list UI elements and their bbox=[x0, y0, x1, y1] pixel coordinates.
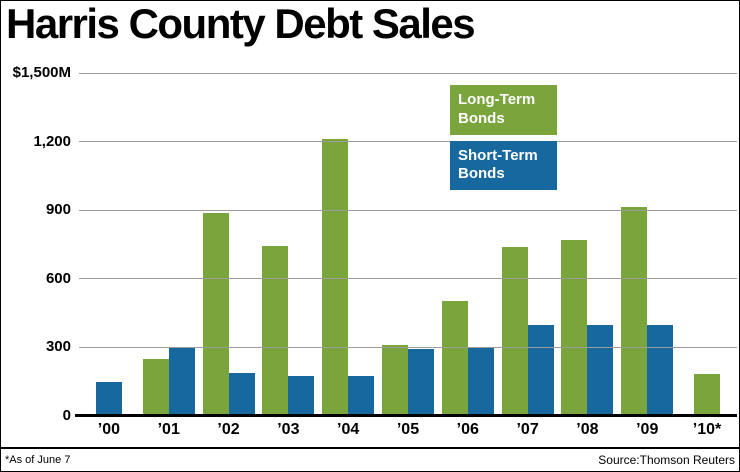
x-tick-label-04: ’04 bbox=[337, 421, 360, 438]
bar-short-term-08 bbox=[587, 324, 614, 416]
footer: *As of June 7 Source:Thomson Reuters bbox=[1, 447, 739, 471]
bar-group-10* bbox=[677, 73, 737, 416]
y-tick-label-600: 600 bbox=[45, 269, 71, 287]
bar-group-04 bbox=[318, 73, 378, 416]
legend-item-short-term-bonds: Short-Term Bonds bbox=[450, 140, 557, 190]
legend-item-long-term-bonds: Long-Term Bonds bbox=[450, 85, 557, 135]
bar-short-term-02 bbox=[228, 372, 255, 416]
y-tick-label-300: 300 bbox=[45, 338, 71, 356]
x-tick-label-01: ’01 bbox=[157, 421, 180, 438]
bar-short-term-03 bbox=[288, 375, 315, 416]
bar-long-term-06 bbox=[441, 300, 468, 416]
bar-short-term-04 bbox=[348, 375, 375, 416]
bar-long-term-09 bbox=[621, 206, 648, 416]
x-tick-label-05: ’05 bbox=[396, 421, 420, 438]
x-tick-label-09: ’09 bbox=[636, 421, 659, 438]
bar-group-06 bbox=[438, 73, 498, 416]
y-tick-label-0: 0 bbox=[62, 407, 71, 424]
bar-group-03 bbox=[258, 73, 318, 416]
bar-short-term-00 bbox=[95, 381, 122, 416]
bar-long-term-02 bbox=[202, 212, 229, 416]
bar-group-08 bbox=[558, 73, 618, 416]
gridline-600 bbox=[79, 278, 737, 280]
bar-long-term-01 bbox=[142, 358, 169, 416]
gridline-300 bbox=[79, 346, 737, 348]
legend: Long-Term Bonds Short-Term Bonds bbox=[450, 85, 557, 196]
gridline-1200 bbox=[79, 141, 737, 143]
plot-area bbox=[79, 72, 737, 416]
x-tick-label-10*: ’10* bbox=[692, 421, 722, 438]
bar-group-07 bbox=[498, 73, 558, 416]
bar-long-term-08 bbox=[561, 239, 588, 416]
y-axis-labels: 0 300 600 900 1,200 $1,500M bbox=[1, 64, 71, 424]
x-tick-label-03: ’03 bbox=[277, 421, 300, 438]
x-tick-label-07: ’07 bbox=[516, 421, 539, 438]
y-tick-label-1500: $1,500M bbox=[12, 64, 71, 81]
gridline-900 bbox=[79, 209, 737, 211]
x-tick-label-00: ’00 bbox=[97, 421, 121, 438]
footnote: *As of June 7 bbox=[5, 454, 71, 466]
bar-short-term-05 bbox=[407, 348, 434, 416]
bar-short-term-01 bbox=[168, 347, 195, 416]
bar-group-09 bbox=[617, 73, 677, 416]
bar-group-05 bbox=[378, 73, 438, 416]
bar-short-term-07 bbox=[527, 324, 554, 416]
gridline-1500 bbox=[79, 72, 737, 74]
chart-title: Harris County Debt Sales bbox=[6, 0, 476, 47]
bar-short-term-09 bbox=[647, 324, 674, 416]
x-tick-label-08: ’08 bbox=[576, 421, 599, 438]
bar-group-02 bbox=[199, 73, 259, 416]
source-credit: Source:Thomson Reuters bbox=[598, 453, 735, 467]
x-axis-line bbox=[75, 414, 737, 417]
bar-group-01 bbox=[139, 73, 199, 416]
x-axis-labels: ’00 ’01 ’02 ’03 ’04 ’05 ’06 ’07 ’08 ’09 ’10* bbox=[79, 421, 737, 439]
bar-group-00 bbox=[79, 73, 139, 416]
bars-container bbox=[79, 73, 737, 416]
y-tick-label-1200: 1,200 bbox=[33, 132, 71, 150]
bar-short-term-06 bbox=[467, 347, 494, 416]
bar-long-term-10* bbox=[694, 373, 721, 416]
y-tick-label-900: 900 bbox=[45, 201, 71, 219]
bar-long-term-05 bbox=[381, 345, 408, 416]
x-tick-label-02: ’02 bbox=[217, 421, 240, 438]
x-tick-label-06: ’06 bbox=[456, 421, 479, 438]
bar-long-term-07 bbox=[501, 246, 528, 416]
bar-long-term-04 bbox=[322, 139, 349, 416]
bar-long-term-03 bbox=[262, 245, 289, 416]
